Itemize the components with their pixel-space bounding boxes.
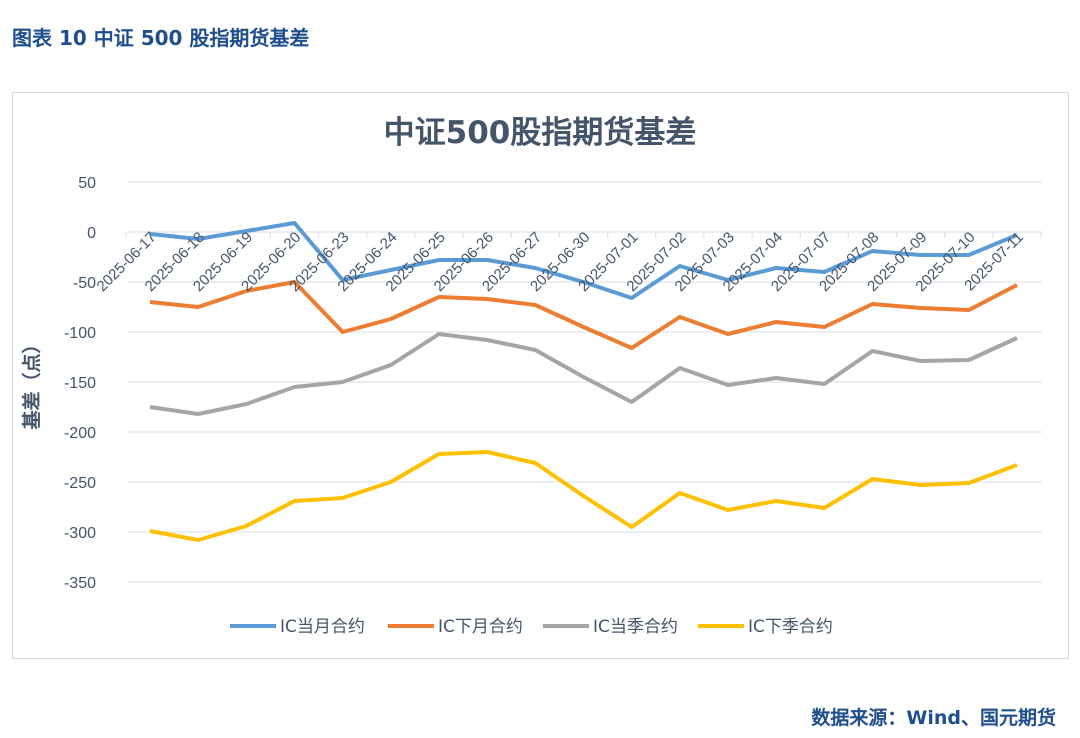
y-axis-label: 基差（点） bbox=[20, 334, 43, 430]
legend-label: IC下月合约 bbox=[438, 617, 523, 637]
y-tick-label: 50 bbox=[78, 175, 96, 192]
data-source: 数据来源：Wind、国元期货 bbox=[811, 707, 1056, 729]
y-tick-label: -150 bbox=[64, 375, 96, 392]
y-tick-label: -100 bbox=[64, 325, 96, 342]
y-tick-label: -350 bbox=[64, 575, 96, 592]
legend-label: IC当月合约 bbox=[280, 617, 365, 637]
series-line-2 bbox=[149, 332, 1018, 416]
y-tick-label: 0 bbox=[87, 225, 96, 242]
legend-label: IC下季合约 bbox=[748, 617, 833, 637]
y-tick-label: -50 bbox=[73, 275, 96, 292]
y-tick-label: -300 bbox=[64, 525, 96, 542]
legend-label: IC当季合约 bbox=[593, 617, 678, 637]
figure-caption: 图表 10 中证 500 股指期货基差 bbox=[12, 26, 310, 50]
y-tick-label: -200 bbox=[64, 425, 96, 442]
chart-frame bbox=[12, 92, 1069, 659]
chart-title: 中证500股指期货基差 bbox=[384, 115, 697, 151]
y-tick-label: -250 bbox=[64, 475, 96, 492]
